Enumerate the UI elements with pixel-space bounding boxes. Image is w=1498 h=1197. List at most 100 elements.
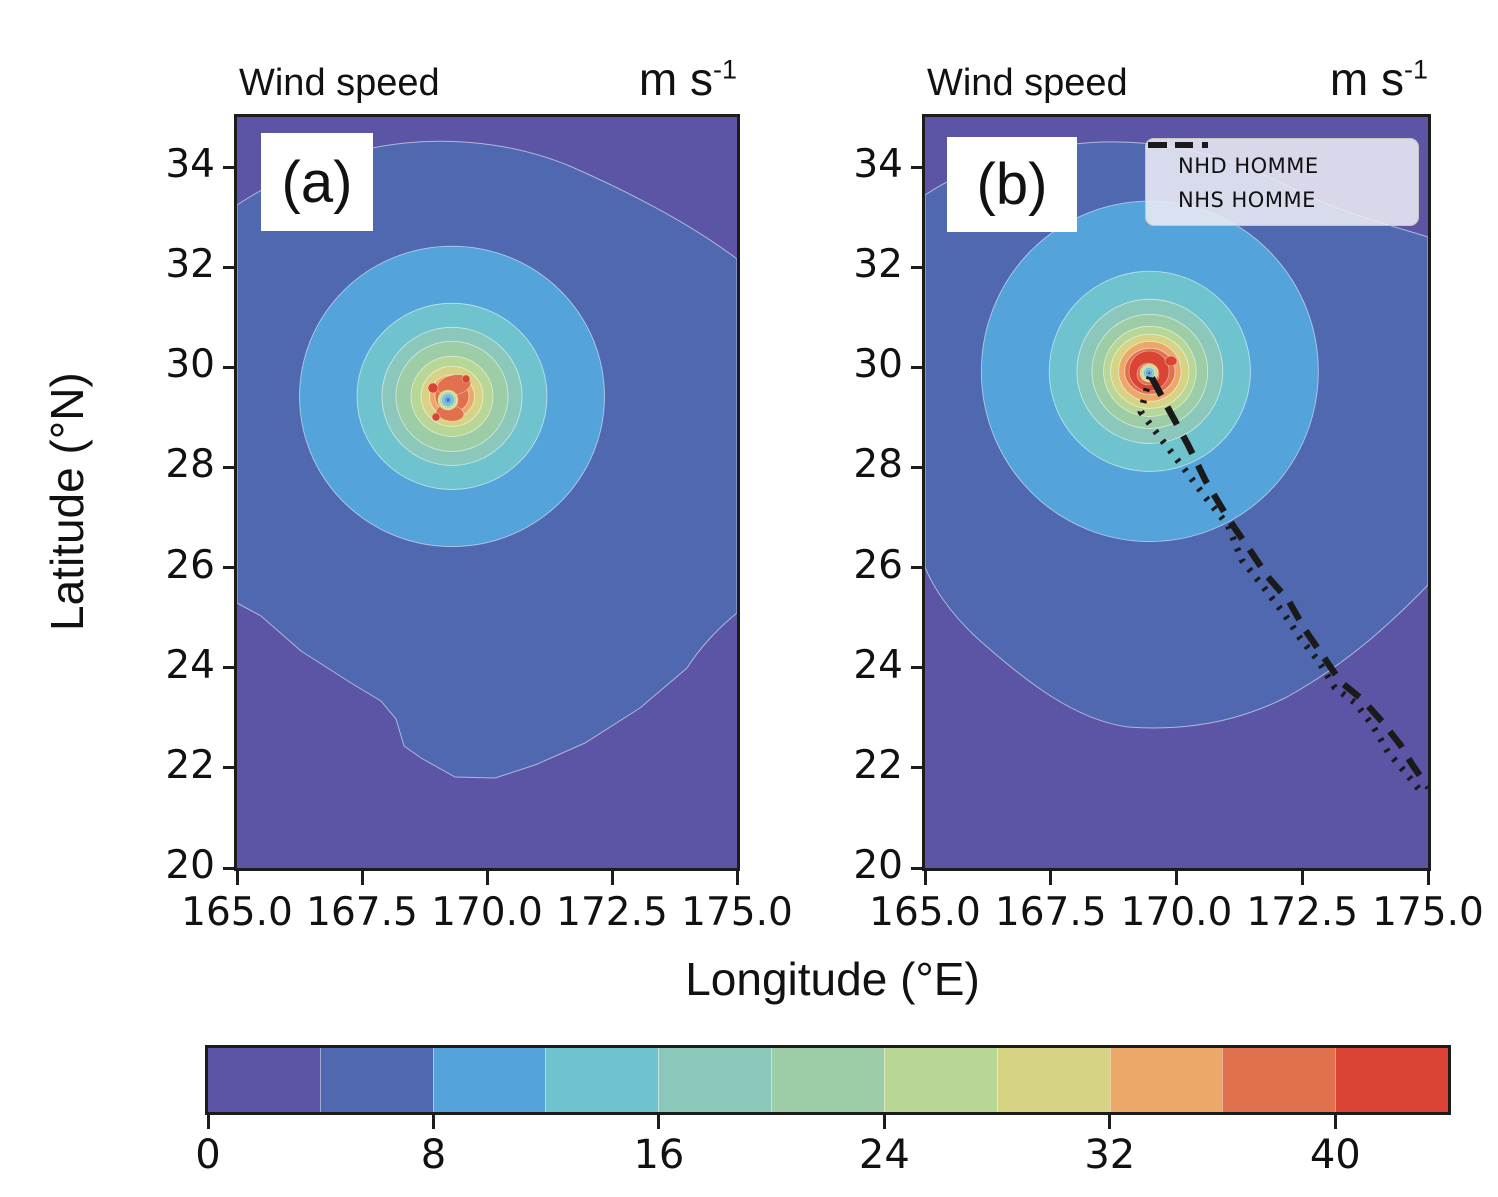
track-nhs-homme	[1149, 376, 1428, 790]
storm-core-shape	[445, 397, 451, 403]
colorbar-segment-32-36	[1109, 1048, 1223, 1112]
x-tick-mark	[360, 871, 364, 885]
colorbar	[205, 1045, 1451, 1115]
colorbar-tick-mark	[882, 1115, 886, 1129]
panel-a-title: Wind speed	[239, 62, 440, 104]
y-tick-label: 34	[165, 142, 215, 188]
y-tick-label: 24	[165, 642, 215, 688]
x-tick-label: 170.0	[1120, 890, 1233, 935]
x-tick-label: 175.0	[681, 890, 793, 935]
y-tick-mark	[223, 265, 237, 269]
y-tick-label: 26	[853, 542, 903, 588]
y-tick-label: 30	[165, 342, 215, 388]
y-tick-mark	[223, 766, 237, 770]
x-tick-mark	[1300, 871, 1304, 885]
y-axis-label: Latitude (°N)	[41, 372, 93, 632]
colorbar-segment-20-24	[771, 1048, 884, 1112]
panel-b-corner-label: (b)	[947, 137, 1077, 232]
x-tick-label: 172.5	[1246, 890, 1359, 935]
colorbar-segment-0-4	[208, 1048, 320, 1112]
track-nhd-homme	[1137, 375, 1425, 795]
storm-core-shape	[1164, 355, 1178, 367]
colorbar-segment-8-12	[432, 1048, 546, 1112]
panel-b-units-exponent: -1	[1403, 54, 1428, 85]
colorbar-tick-label: 40	[1309, 1132, 1361, 1178]
y-tick-label: 28	[853, 442, 903, 488]
legend-label-nhd: NHD HOMME	[1178, 154, 1319, 178]
colorbar-tick-label: 16	[633, 1132, 685, 1178]
legend-item-nhd: NHD HOMME	[1150, 142, 1410, 183]
colorbar-tick-label: 32	[1084, 1132, 1136, 1178]
panel-b-units: m s-1	[1329, 53, 1428, 105]
colorbar-segment-12-16	[545, 1048, 659, 1112]
x-tick-label: 167.5	[306, 890, 418, 935]
colorbar-segment-16-20	[658, 1048, 772, 1112]
panel-b-plot-area: (b) NHD HOMME NHS HOMME	[922, 114, 1431, 871]
legend: NHD HOMME NHS HOMME	[1145, 138, 1419, 226]
x-tick-label: 165.0	[869, 890, 981, 935]
colorbar-tick-mark	[657, 1115, 661, 1129]
y-tick-mark	[911, 265, 925, 269]
colorbar-segment-36-40	[1222, 1048, 1336, 1112]
colorbar-tick-mark	[206, 1115, 210, 1129]
panel-a-corner-label: (a)	[261, 133, 373, 231]
panel-a-units: m s-1	[638, 53, 737, 105]
y-tick-label: 34	[853, 142, 903, 188]
x-tick-mark	[610, 871, 614, 885]
colorbar-tick-label: 24	[858, 1132, 910, 1178]
y-tick-mark	[911, 666, 925, 670]
y-tick-label: 30	[853, 342, 903, 388]
colorbar-tick-mark	[1333, 1115, 1337, 1129]
y-tick-mark	[911, 465, 925, 469]
x-tick-label: 167.5	[994, 890, 1107, 935]
x-tick-mark	[485, 871, 489, 885]
y-tick-mark	[911, 165, 925, 169]
y-tick-mark	[911, 566, 925, 570]
y-tick-label: 24	[853, 642, 903, 688]
y-tick-label: 26	[165, 542, 215, 588]
y-tick-mark	[223, 165, 237, 169]
storm-core-shape	[427, 382, 439, 394]
x-tick-mark	[923, 871, 927, 885]
y-tick-mark	[223, 365, 237, 369]
dashed-line-icon	[1148, 142, 1208, 148]
colorbar-segment-4-8	[319, 1048, 433, 1112]
x-tick-label: 172.5	[556, 890, 668, 935]
x-axis-label: Longitude (°E)	[685, 953, 980, 1005]
panel-a-units-exponent: -1	[712, 54, 737, 85]
y-tick-mark	[223, 866, 237, 870]
storm-core-shape	[431, 412, 441, 422]
legend-label-nhs: NHS HOMME	[1178, 188, 1316, 212]
panel-a-contour-svg	[237, 117, 737, 868]
panel-a-plot-area: (a)	[234, 114, 740, 871]
colorbar-tick-mark	[1108, 1115, 1112, 1129]
colorbar-segment-40-44	[1335, 1048, 1448, 1112]
y-tick-label: 20	[165, 843, 215, 888]
colorbar-tick-label: 0	[195, 1132, 221, 1178]
colorbar-tick-label: 8	[420, 1132, 447, 1178]
y-tick-label: 32	[853, 242, 903, 288]
y-tick-mark	[223, 566, 237, 570]
y-tick-mark	[223, 666, 237, 670]
y-tick-label: 20	[853, 843, 903, 888]
x-tick-mark	[1049, 871, 1053, 885]
y-tick-label: 28	[165, 442, 215, 488]
x-tick-mark	[1175, 871, 1178, 885]
y-tick-label: 32	[165, 242, 215, 288]
colorbar-segment-28-32	[996, 1048, 1110, 1112]
y-tick-mark	[911, 766, 925, 770]
x-tick-label: 165.0	[181, 890, 293, 935]
y-tick-mark	[911, 365, 925, 369]
panel-a-title-row: Wind speed m s-1	[239, 52, 737, 105]
colorbar-segment-24-28	[883, 1048, 997, 1112]
y-tick-mark	[223, 465, 237, 469]
x-tick-label: 170.0	[431, 890, 543, 935]
x-tick-mark	[235, 871, 239, 885]
panel-b-title-row: Wind speed m s-1	[927, 52, 1428, 105]
x-tick-mark	[1426, 871, 1430, 885]
y-tick-mark	[911, 866, 925, 870]
storm-core-shape	[1146, 370, 1152, 376]
x-tick-label: 175.0	[1372, 890, 1484, 935]
y-tick-label: 22	[165, 742, 215, 788]
